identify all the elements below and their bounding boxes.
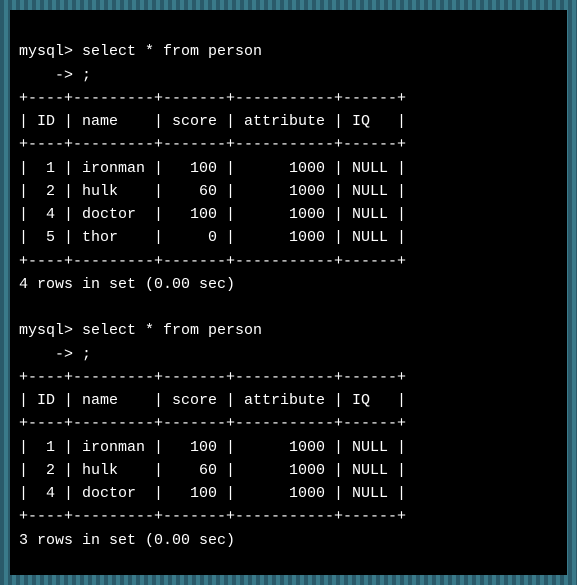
table-row: | 1 | ironman | 100 | 1000 | NULL | [19,439,406,456]
query-terminator: ; [82,67,91,84]
prompt-line: mysql> select * from person [19,43,262,60]
table-divider: +----+---------+-------+-----------+----… [19,508,406,525]
blank-line [19,299,28,316]
continuation-prompt: -> [19,346,73,363]
terminal-output: mysql> select * from person -> ; +----+-… [10,10,567,575]
query-text: select * from person [82,43,262,60]
table-row: | 2 | hulk | 60 | 1000 | NULL | [19,462,406,479]
query-terminator: ; [82,346,91,363]
table-divider: +----+---------+-------+-----------+----… [19,90,406,107]
table-divider: +----+---------+-------+-----------+----… [19,253,406,270]
table-divider: +----+---------+-------+-----------+----… [19,136,406,153]
result-summary: 3 rows in set (0.00 sec) [19,532,235,549]
window-border: mysql> select * from person -> ; +----+-… [0,0,577,585]
table-header: | ID | name | score | attribute | IQ | [19,392,406,409]
result-summary: 4 rows in set (0.00 sec) [19,276,235,293]
continuation-prompt: -> [19,67,73,84]
table-divider: +----+---------+-------+-----------+----… [19,369,406,386]
continuation-line: -> ; [19,67,91,84]
continuation-line: -> ; [19,346,91,363]
mysql-prompt: mysql> [19,322,73,339]
table-divider: +----+---------+-------+-----------+----… [19,415,406,432]
table-row: | 5 | thor | 0 | 1000 | NULL | [19,229,406,246]
table-row: | 4 | doctor | 100 | 1000 | NULL | [19,485,406,502]
table-row: | 2 | hulk | 60 | 1000 | NULL | [19,183,406,200]
query-text: select * from person [82,322,262,339]
table-row: | 1 | ironman | 100 | 1000 | NULL | [19,160,406,177]
table-row: | 4 | doctor | 100 | 1000 | NULL | [19,206,406,223]
table-header: | ID | name | score | attribute | IQ | [19,113,406,130]
mysql-prompt: mysql> [19,43,73,60]
prompt-line: mysql> select * from person [19,322,262,339]
